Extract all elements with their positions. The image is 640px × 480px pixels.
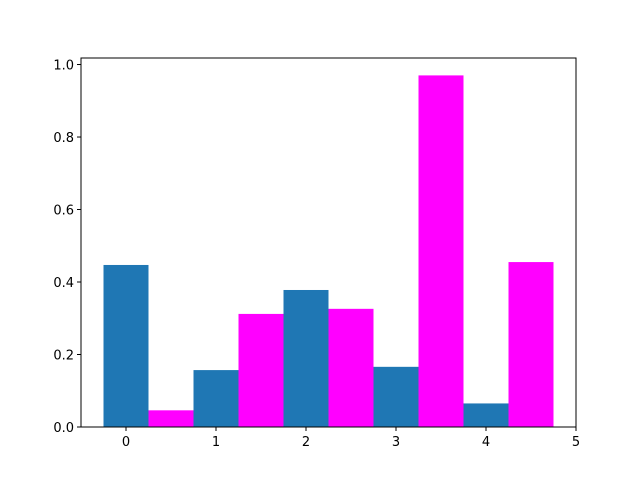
bar	[103, 264, 149, 427]
x-tick-label: 3	[392, 435, 400, 450]
x-tick-label: 4	[482, 435, 490, 450]
x-tick-label: 1	[212, 435, 220, 450]
y-tick-label: 0.4	[53, 276, 74, 291]
bar	[193, 370, 239, 427]
bar	[463, 403, 509, 427]
bar	[328, 308, 374, 427]
x-tick-label: 5	[572, 435, 580, 450]
y-tick-label: 0.8	[53, 131, 74, 146]
y-tick-label: 1.0	[53, 59, 74, 74]
plot-frame	[80, 57, 577, 428]
x-tick-label: 2	[302, 435, 310, 450]
y-tick-label: 0.0	[53, 421, 74, 436]
bar	[418, 75, 464, 428]
bar	[283, 289, 329, 427]
bar	[238, 313, 284, 427]
bar	[373, 366, 419, 427]
y-tick-label: 0.2	[53, 349, 74, 364]
y-tick-label: 0.6	[53, 204, 74, 219]
bar	[508, 262, 554, 427]
bar	[148, 410, 194, 427]
x-tick-label: 0	[122, 435, 130, 450]
